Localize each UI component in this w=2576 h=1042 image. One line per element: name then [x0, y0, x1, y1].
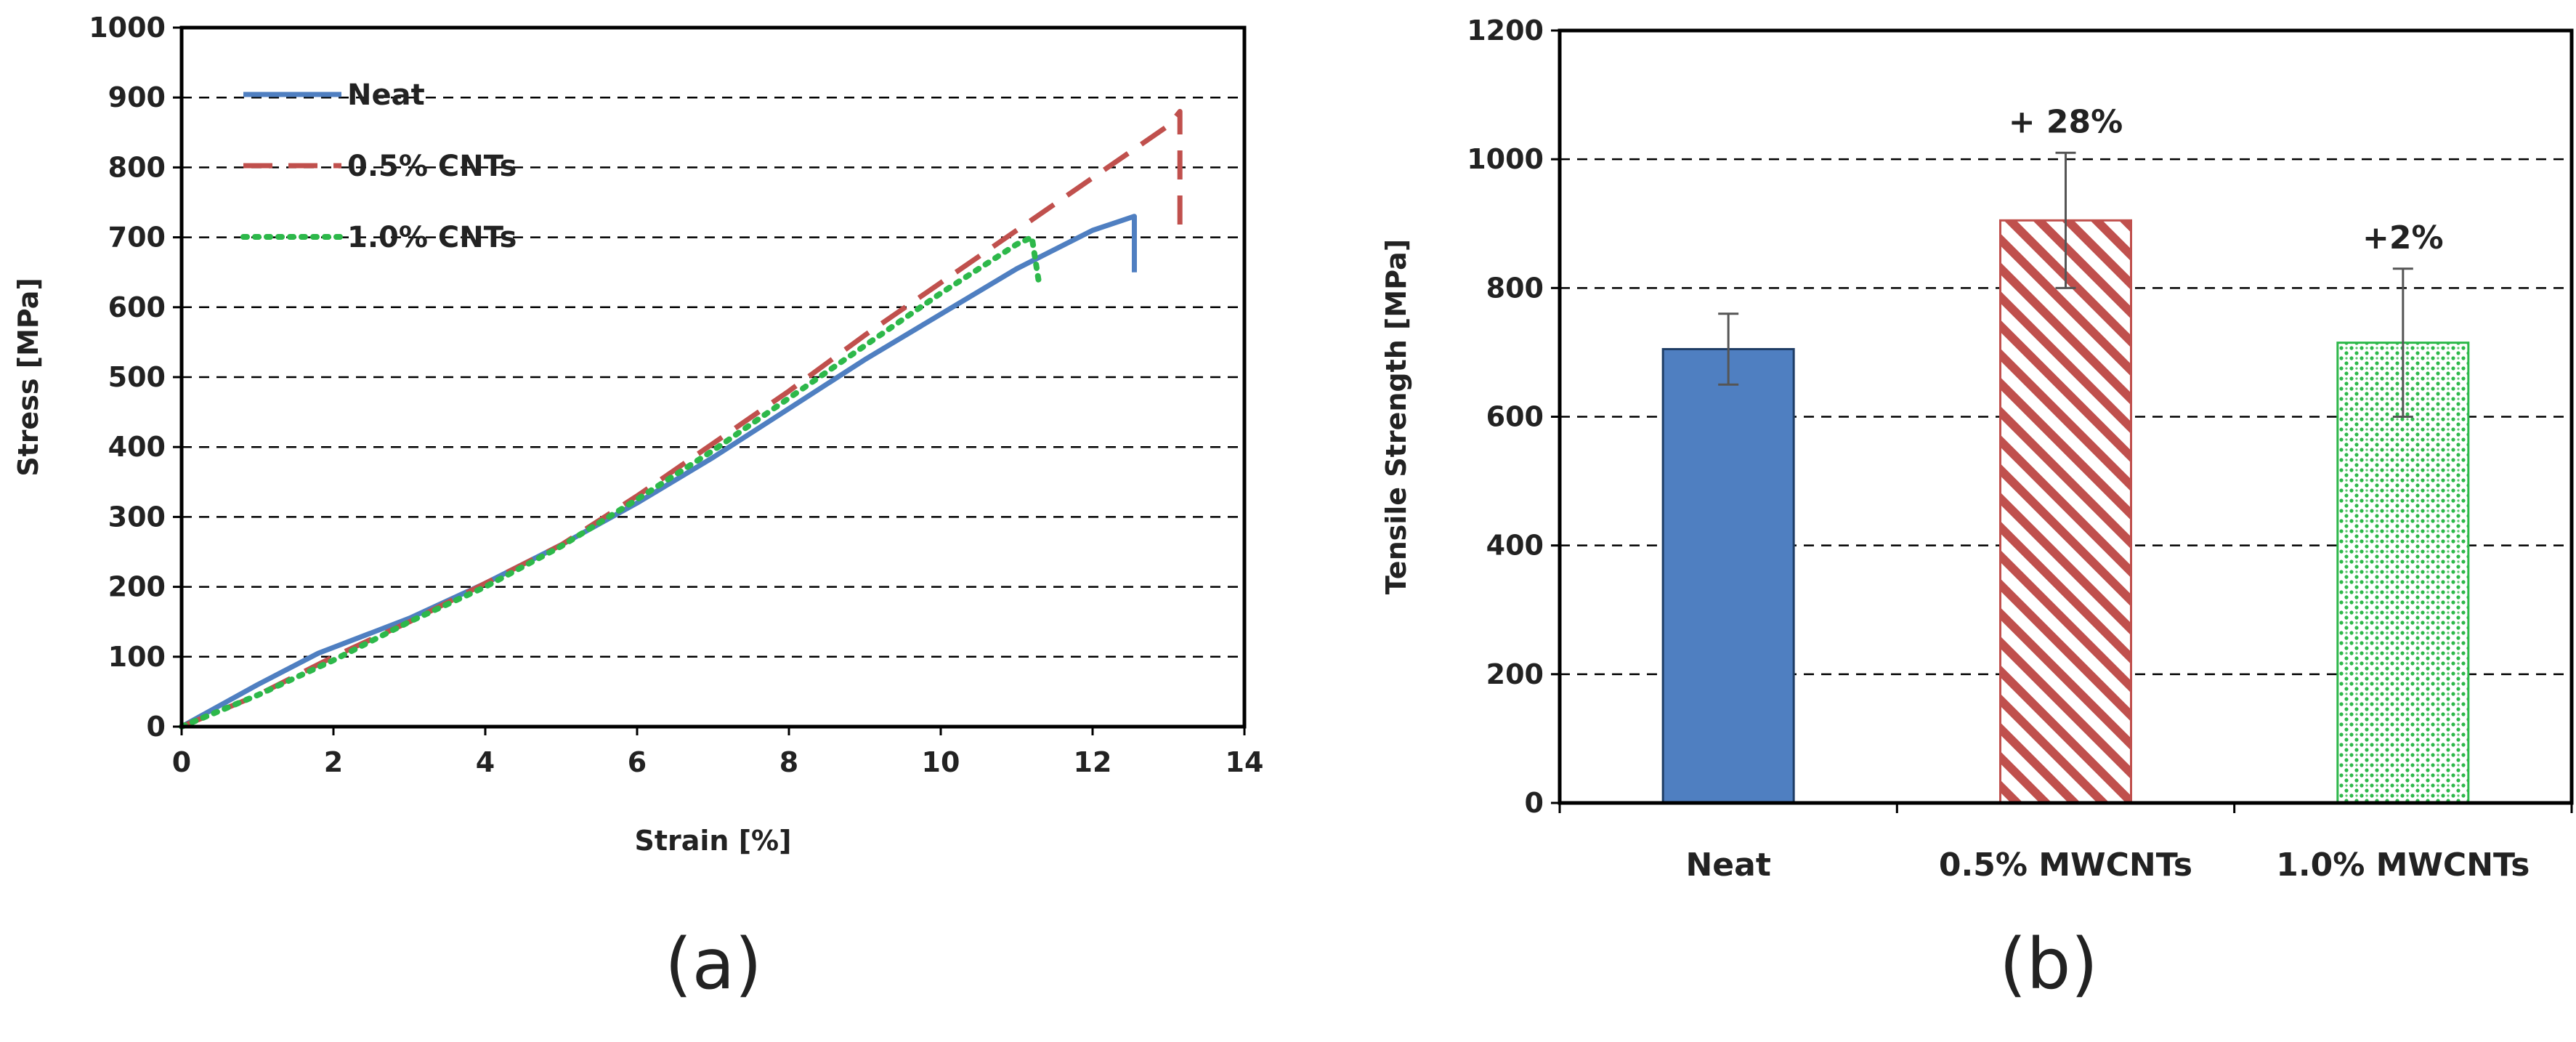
tensile-strength-chart: + 28% +2% 0 200 400 600 800 1000 1200 Neat 0.5% … [1380, 15, 2574, 1005]
y-tick-label: 1000 [89, 12, 166, 44]
y-tick-label: 700 [108, 222, 166, 254]
bar-1 [1999, 219, 2132, 804]
x-axis-ticks: Neat 0.5% MWCNTs 1.0% MWCNTs [1558, 803, 2573, 884]
y-tick-label: 600 [1486, 401, 1544, 433]
x-tick-label: 10 [922, 746, 960, 778]
y-tick-label: 200 [108, 571, 166, 603]
x-tick-label: 2 [324, 746, 343, 778]
y-tick-label: 400 [1486, 530, 1544, 562]
y-tick-label: 400 [108, 431, 166, 463]
series-line-1 [180, 108, 1183, 730]
y-axis-ticks: 0 200 400 600 800 1000 1200 [1467, 15, 1560, 819]
y-tick-label: 300 [108, 501, 166, 533]
x-axis-ticks: 0 2 4 6 8 10 12 14 [172, 727, 1264, 778]
x-tick-label: 0 [172, 746, 191, 778]
y-tick-label: 500 [108, 361, 166, 393]
legend-label: Neat [347, 78, 425, 112]
y-tick-label: 800 [108, 151, 166, 183]
y-tick-label: 900 [108, 81, 166, 113]
legend: Neat 0.5% CNTs 1.0% CNTs [240, 78, 517, 254]
x-tick-label: 6 [628, 746, 647, 778]
y-tick-label: 1200 [1467, 15, 1544, 47]
bars: + 28% +2% [1661, 103, 2470, 804]
y-tick-label: 1000 [1467, 143, 1544, 175]
category-label: 1.0% MWCNTs [2276, 847, 2530, 884]
y-tick-label: 200 [1486, 658, 1544, 690]
grid-lines [182, 96, 1244, 658]
y-tick-label: 100 [108, 641, 166, 673]
category-label: Neat [1685, 847, 1770, 884]
bar-2 [2336, 342, 2470, 804]
x-axis-label: Strain [%] [634, 825, 791, 857]
x-tick-label: 4 [476, 746, 495, 778]
x-tick-label: 14 [1226, 746, 1264, 778]
stress-strain-chart: 0 100 200 300 400 500 600 700 800 900 1000 0 2 4 6 8 10… [12, 12, 1263, 1005]
y-axis-label: Tensile Strength [MPa] [1380, 239, 1412, 594]
y-axis-ticks: 0 100 200 300 400 500 600 700 800 900 1000 [89, 12, 182, 743]
legend-label: 0.5% CNTs [347, 150, 517, 183]
panel-label-a: (a) [665, 924, 762, 1005]
x-tick-label: 12 [1074, 746, 1112, 778]
legend-label: 1.0% CNTs [347, 221, 517, 254]
y-axis-label: Stress [MPa] [12, 278, 44, 477]
x-tick-label: 8 [779, 746, 798, 778]
bar-0 [1661, 347, 1795, 804]
y-tick-label: 0 [1525, 787, 1544, 819]
data-annotation: +2% [2362, 219, 2444, 257]
series-lines [179, 108, 1183, 730]
category-label: 0.5% MWCNTs [1939, 847, 2192, 884]
y-tick-label: 600 [108, 291, 166, 323]
y-tick-label: 0 [147, 711, 166, 743]
series-line-2 [179, 234, 1042, 730]
series-line-0 [180, 214, 1137, 730]
data-annotation: + 28% [2009, 103, 2123, 140]
panel-label-b: (b) [1999, 924, 2098, 1005]
y-tick-label: 800 [1486, 272, 1544, 304]
